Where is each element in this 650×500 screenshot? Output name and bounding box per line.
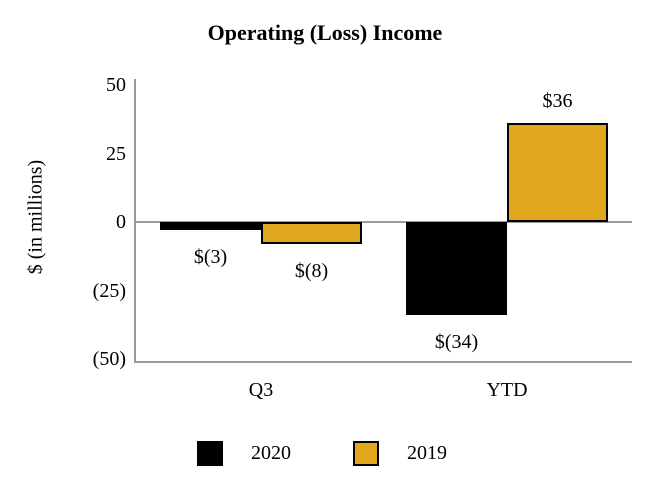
y-axis-tick-label: 50 <box>106 74 126 96</box>
legend: 2020 2019 <box>197 441 447 466</box>
y-axis-tick-label: 0 <box>116 211 126 233</box>
x-axis-line <box>134 361 632 363</box>
bar-value-label-q3-2019: $(8) <box>294 259 329 282</box>
legend-label-2019: 2019 <box>407 442 447 464</box>
legend-item-2020: 2020 <box>197 441 291 466</box>
y-axis-tick-label: (50) <box>92 348 126 370</box>
bar-value-label-ytd-2020: $(34) <box>434 331 479 354</box>
bar-value-label-q3-2020: $(3) <box>193 246 228 269</box>
bar-q3-2020 <box>160 222 261 231</box>
y-axis-tick-label: 25 <box>106 142 126 165</box>
bar-value-label-ytd-2019: $36 <box>542 90 573 113</box>
legend-label-2020: 2020 <box>251 442 291 464</box>
bar-q3-2019 <box>261 222 362 244</box>
bar-ytd-2019 <box>507 123 608 222</box>
zero-gridline <box>134 221 632 223</box>
x-axis-label-ytd: YTD <box>486 379 528 401</box>
legend-swatch-2019 <box>353 441 379 466</box>
bar-ytd-2020 <box>406 222 507 316</box>
legend-swatch-2020 <box>197 441 223 466</box>
chart-title: Operating (Loss) Income <box>207 20 443 45</box>
y-axis-tick-label: (25) <box>92 279 126 302</box>
legend-item-2019: 2019 <box>353 441 447 466</box>
x-axis-label-q3: Q3 <box>248 379 274 401</box>
